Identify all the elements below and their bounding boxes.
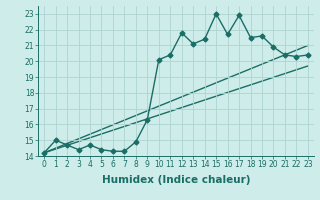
X-axis label: Humidex (Indice chaleur): Humidex (Indice chaleur) [102,175,250,185]
